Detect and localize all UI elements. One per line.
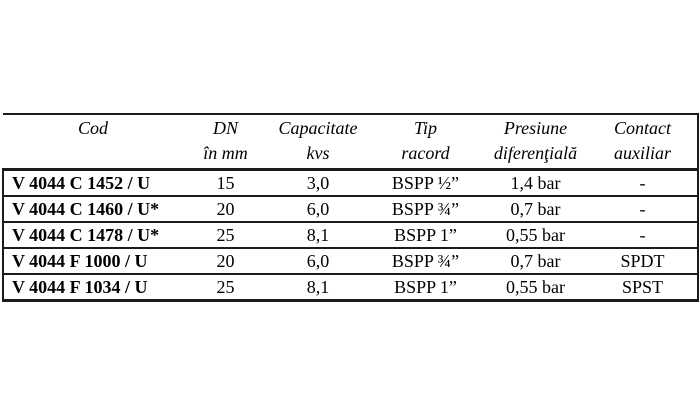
table-body: V 4044 C 1452 / U 15 3,0 BSPP ½” 1,4 bar - V 4…: [2, 169, 699, 302]
table-cell: 8,1: [268, 274, 368, 302]
table-row: V 4044 F 1000 / U 20 6,0 BSPP ¾” 0,7 bar SPDT: [2, 248, 699, 275]
column-header-line2: [3, 141, 183, 166]
product-code-cell: V 4044 C 1478 / U*: [2, 222, 183, 249]
column-header-line2: racord: [401, 143, 450, 163]
table-header: Cod DN în mm Capacitate kvs Tip racord Presiune…: [3, 113, 699, 171]
column-header-line2: diferenţială: [493, 143, 578, 163]
column-header-line1: Capacitate: [278, 118, 358, 138]
table-row: V 4044 C 1478 / U* 25 8,1 BSPP 1” 0,55 bar -: [2, 222, 699, 249]
column-header-line2: kvs: [306, 143, 330, 163]
column-header: Presiune diferenţială: [483, 113, 588, 171]
table-cell: 6,0: [268, 248, 368, 275]
column-header-line2: auxiliar: [614, 143, 671, 163]
table-row: V 4044 C 1460 / U* 20 6,0 BSPP ¾” 0,7 bar -: [2, 196, 699, 223]
column-header-line1: Presiune: [503, 118, 568, 138]
product-code-cell: V 4044 C 1452 / U: [2, 169, 183, 197]
column-header: Capacitate kvs: [268, 113, 368, 171]
table-cell: 0,7 bar: [483, 248, 588, 275]
table-cell: 3,0: [268, 169, 368, 197]
table-cell: 8,1: [268, 222, 368, 249]
product-code-cell: V 4044 F 1000 / U: [2, 248, 183, 275]
table-cell: 0,55 bar: [483, 222, 588, 249]
table-row: V 4044 C 1452 / U 15 3,0 BSPP ½” 1,4 bar -: [2, 169, 699, 197]
column-header-line1: DN: [212, 118, 238, 138]
column-header-line2: în mm: [203, 143, 248, 163]
table-cell: -: [588, 196, 699, 223]
table-cell: BSPP 1”: [368, 274, 483, 302]
table-cell: 6,0: [268, 196, 368, 223]
table-cell: -: [588, 169, 699, 197]
table-cell: 25: [183, 274, 268, 302]
column-header: DN în mm: [183, 113, 268, 171]
table-cell: BSPP ¾”: [368, 196, 483, 223]
table-cell: 25: [183, 222, 268, 249]
table-cell: 0,7 bar: [483, 196, 588, 223]
column-header-line1: Contact: [614, 118, 671, 138]
table-cell: BSPP 1”: [368, 222, 483, 249]
valve-spec-table: Cod DN în mm Capacitate kvs Tip racord Presiune…: [2, 113, 699, 302]
table-cell: BSPP ¾”: [368, 248, 483, 275]
table-row: V 4044 F 1034 / U 25 8,1 BSPP 1” 0,55 bar SPS…: [2, 274, 699, 302]
table-cell: -: [588, 222, 699, 249]
table-cell: BSPP ½”: [368, 169, 483, 197]
column-header: Contact auxiliar: [588, 113, 699, 171]
column-header-line1: Cod: [77, 118, 108, 138]
table-cell: 1,4 bar: [483, 169, 588, 197]
column-header-line1: Tip: [413, 118, 438, 138]
table-cell: 20: [183, 248, 268, 275]
column-header: Cod: [3, 113, 183, 171]
table-header-row: Cod DN în mm Capacitate kvs Tip racord Presiune…: [3, 113, 699, 171]
table-cell: 0,55 bar: [483, 274, 588, 302]
table-cell: SPST: [588, 274, 699, 302]
table-cell: 15: [183, 169, 268, 197]
column-header: Tip racord: [368, 113, 483, 171]
table-cell: SPDT: [588, 248, 699, 275]
table-cell: 20: [183, 196, 268, 223]
product-code-cell: V 4044 C 1460 / U*: [2, 196, 183, 223]
product-code-cell: V 4044 F 1034 / U: [2, 274, 183, 302]
